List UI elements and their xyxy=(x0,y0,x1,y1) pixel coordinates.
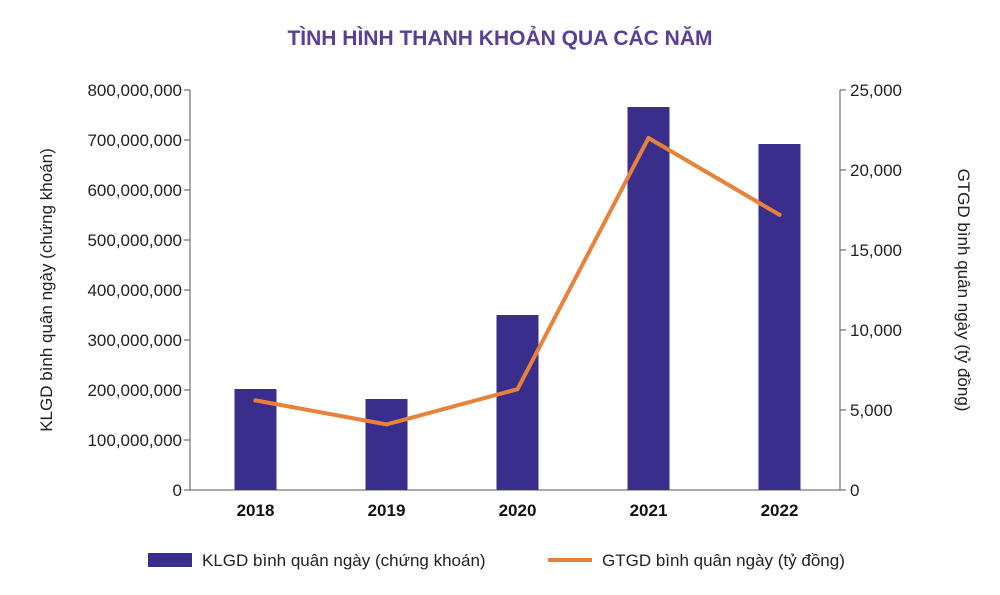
y2-tick-label: 20,000 xyxy=(850,161,902,180)
line-point xyxy=(646,136,651,140)
y-tick-label: 500,000,000 xyxy=(87,231,182,250)
y2-tick-label: 25,000 xyxy=(850,81,902,100)
legend: KLGD bình quân ngày (chứng khoán) GTGD b… xyxy=(148,551,845,570)
y2-tick-label: 10,000 xyxy=(850,321,902,340)
y-tick-label: 100,000,000 xyxy=(87,431,182,450)
legend-bar-label: KLGD bình quân ngày (chứng khoán) xyxy=(202,551,486,570)
bar xyxy=(758,144,801,490)
line-point xyxy=(253,398,258,403)
y-tick-label: 200,000,000 xyxy=(87,381,182,400)
y-tick-label: 0 xyxy=(173,481,182,500)
y2-axis-label: GTGD bình quân ngày (tỷ đồng) xyxy=(954,169,973,412)
x-tick-label: 2020 xyxy=(499,501,537,520)
y-tick-label: 600,000,000 xyxy=(87,181,182,200)
x-tick-label: 2018 xyxy=(237,501,275,520)
bar xyxy=(365,399,408,490)
line-point xyxy=(777,212,782,217)
line-point xyxy=(515,387,520,392)
bar xyxy=(234,389,277,490)
y-tick-label: 700,000,000 xyxy=(87,131,182,150)
y-tick-label: 300,000,000 xyxy=(87,331,182,350)
x-tick-label: 2019 xyxy=(368,501,406,520)
bar xyxy=(627,107,670,490)
tick-labels: 0 100,000,000 200,000,000 300,000,000 400,00… xyxy=(87,81,902,520)
legend-line-label: GTGD bình quân ngày (tỷ đồng) xyxy=(602,551,845,570)
chart-title: TÌNH HÌNH THANH KHOẢN QUA CÁC NĂM xyxy=(287,27,712,50)
y2-tick-label: 0 xyxy=(850,481,859,500)
y2-tick-label: 5,000 xyxy=(850,401,893,420)
bar-series xyxy=(234,107,801,490)
bar xyxy=(496,315,539,490)
legend-bar-swatch xyxy=(148,553,192,567)
y2-tick-label: 15,000 xyxy=(850,241,902,260)
x-tick-label: 2022 xyxy=(761,501,799,520)
x-tick-label: 2021 xyxy=(630,501,668,520)
line-series xyxy=(253,136,782,427)
y-axis-label: KLGD bình quân ngày (chứng khoán) xyxy=(37,148,56,432)
y-tick-label: 400,000,000 xyxy=(87,281,182,300)
line-point xyxy=(384,422,389,427)
y-tick-label: 800,000,000 xyxy=(87,81,182,100)
